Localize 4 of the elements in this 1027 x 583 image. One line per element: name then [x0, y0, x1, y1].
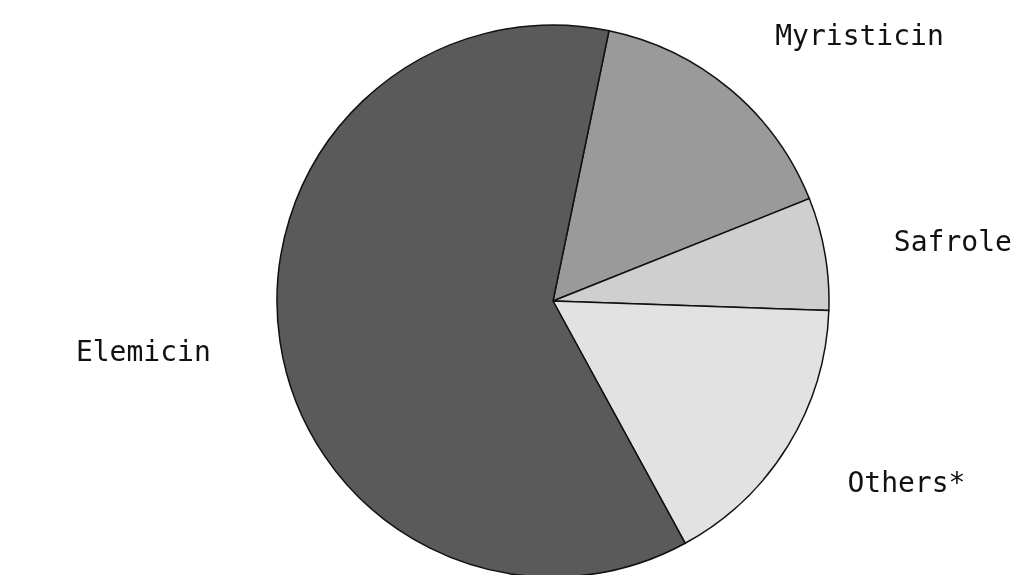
slice-label: Myristicin [775, 19, 944, 53]
slice-label: Others* [847, 466, 966, 500]
slice-label: Elemicin [75, 335, 211, 369]
slice-label: Safrole [893, 225, 1012, 259]
